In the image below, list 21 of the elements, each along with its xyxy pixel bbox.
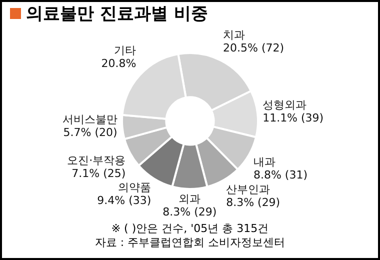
slice-label: 기타 — [114, 44, 136, 57]
data-label: 9.4% (33) — [97, 194, 152, 208]
slice-label: 치과 — [223, 28, 246, 42]
data-label: 8.3% (29) — [162, 205, 217, 218]
data-label: 8.3% (29) — [226, 196, 280, 209]
text: 자료 : 주부클럽연합회 소비자정보센터 — [94, 236, 286, 250]
data-label: 7.1% (25) — [72, 166, 126, 180]
data-label: 20.5% (72) — [223, 41, 284, 54]
slice-label: 의약품 — [118, 181, 152, 194]
data-label: 8.8% (31) — [253, 168, 308, 182]
slice-label: 서비스불만 — [62, 112, 118, 126]
slice-label: 내과 — [253, 155, 276, 168]
data-label: 5.7% (20) — [63, 126, 118, 139]
slice-label: 오진·부작용 — [67, 154, 126, 167]
chart-title: 의료불만 진료과별 비중 — [26, 4, 208, 24]
slice-label: 성형외과 — [262, 98, 307, 112]
text: ※ ( )안은 건수, '05년 총 315건 — [110, 222, 270, 236]
data-label: 20.8% — [101, 56, 136, 70]
data-label: 11.1% (39) — [262, 111, 324, 124]
slice-label: 산부인과 — [226, 182, 270, 196]
slice-label: 외과 — [178, 192, 201, 206]
